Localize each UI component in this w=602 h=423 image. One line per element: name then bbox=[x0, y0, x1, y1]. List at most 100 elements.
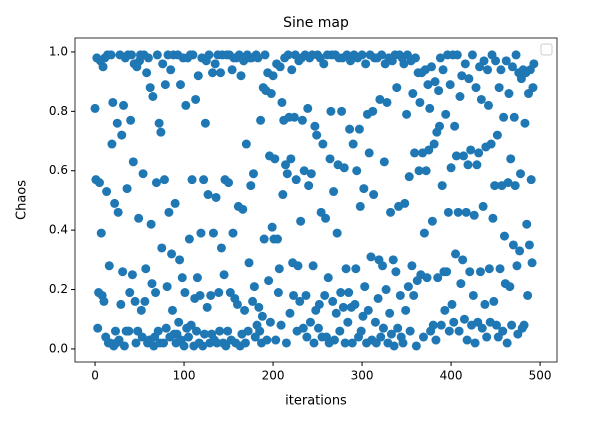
point bbox=[509, 112, 519, 122]
point bbox=[318, 139, 328, 149]
point bbox=[464, 74, 474, 84]
point bbox=[195, 290, 205, 300]
point bbox=[102, 187, 112, 197]
point bbox=[477, 323, 487, 333]
point bbox=[435, 121, 445, 131]
point bbox=[170, 198, 180, 208]
point bbox=[528, 83, 538, 93]
point bbox=[211, 192, 221, 202]
point bbox=[140, 296, 150, 306]
point bbox=[184, 234, 194, 244]
point bbox=[259, 234, 269, 244]
point bbox=[143, 53, 153, 63]
point bbox=[449, 317, 459, 327]
point bbox=[243, 326, 253, 336]
point bbox=[289, 112, 299, 122]
point bbox=[157, 243, 167, 253]
point bbox=[161, 323, 171, 333]
point bbox=[262, 335, 272, 345]
point bbox=[193, 71, 203, 81]
point bbox=[350, 299, 360, 309]
point bbox=[516, 169, 526, 179]
point bbox=[212, 338, 222, 348]
point bbox=[457, 71, 467, 81]
point bbox=[99, 296, 109, 306]
point bbox=[216, 68, 226, 78]
point bbox=[443, 207, 453, 217]
point bbox=[480, 299, 490, 309]
point bbox=[119, 100, 129, 110]
point bbox=[421, 166, 431, 176]
point bbox=[471, 83, 481, 93]
point bbox=[512, 261, 522, 271]
point bbox=[309, 338, 319, 348]
point bbox=[255, 326, 265, 336]
point bbox=[268, 71, 278, 81]
point bbox=[273, 234, 283, 244]
point bbox=[366, 252, 376, 262]
point bbox=[519, 320, 529, 330]
point bbox=[142, 68, 152, 78]
point bbox=[414, 166, 424, 176]
point bbox=[224, 178, 234, 188]
point bbox=[407, 261, 417, 271]
point bbox=[479, 56, 489, 66]
point bbox=[167, 249, 177, 259]
point bbox=[373, 293, 383, 303]
point bbox=[436, 320, 446, 330]
point bbox=[196, 228, 206, 238]
point bbox=[301, 290, 311, 300]
point bbox=[326, 106, 336, 116]
point bbox=[499, 112, 509, 122]
point bbox=[363, 305, 373, 315]
point bbox=[524, 240, 534, 250]
point bbox=[386, 329, 396, 339]
point bbox=[476, 94, 486, 104]
point bbox=[117, 130, 127, 140]
point bbox=[154, 118, 164, 128]
point bbox=[451, 249, 461, 259]
point bbox=[336, 288, 346, 298]
point bbox=[441, 109, 451, 119]
point bbox=[503, 178, 513, 188]
point bbox=[273, 288, 283, 298]
point bbox=[331, 308, 341, 318]
point bbox=[238, 204, 248, 214]
point bbox=[323, 273, 333, 283]
point bbox=[460, 59, 470, 69]
point bbox=[395, 290, 405, 300]
point bbox=[375, 94, 385, 104]
point bbox=[270, 154, 280, 164]
point bbox=[433, 273, 443, 283]
point bbox=[470, 338, 480, 348]
point bbox=[253, 53, 263, 63]
point bbox=[508, 240, 518, 250]
point bbox=[192, 273, 202, 283]
point bbox=[344, 288, 354, 298]
point bbox=[203, 190, 213, 200]
point bbox=[240, 338, 250, 348]
x-tick-label: 500 bbox=[529, 369, 552, 383]
point bbox=[495, 264, 505, 274]
point bbox=[320, 290, 330, 300]
point bbox=[166, 65, 176, 75]
point bbox=[381, 285, 391, 295]
point bbox=[138, 169, 148, 179]
point bbox=[191, 94, 201, 104]
point bbox=[106, 50, 116, 60]
point bbox=[295, 296, 305, 306]
point bbox=[210, 59, 220, 69]
point bbox=[462, 335, 472, 345]
point bbox=[445, 80, 455, 90]
point bbox=[491, 56, 501, 66]
point bbox=[111, 326, 121, 336]
plot-frame bbox=[74, 37, 558, 363]
point bbox=[246, 181, 256, 191]
point bbox=[402, 109, 412, 119]
point bbox=[265, 317, 275, 327]
point bbox=[181, 100, 191, 110]
point bbox=[302, 332, 312, 342]
point bbox=[377, 50, 387, 60]
point bbox=[308, 261, 318, 271]
point bbox=[499, 231, 509, 241]
